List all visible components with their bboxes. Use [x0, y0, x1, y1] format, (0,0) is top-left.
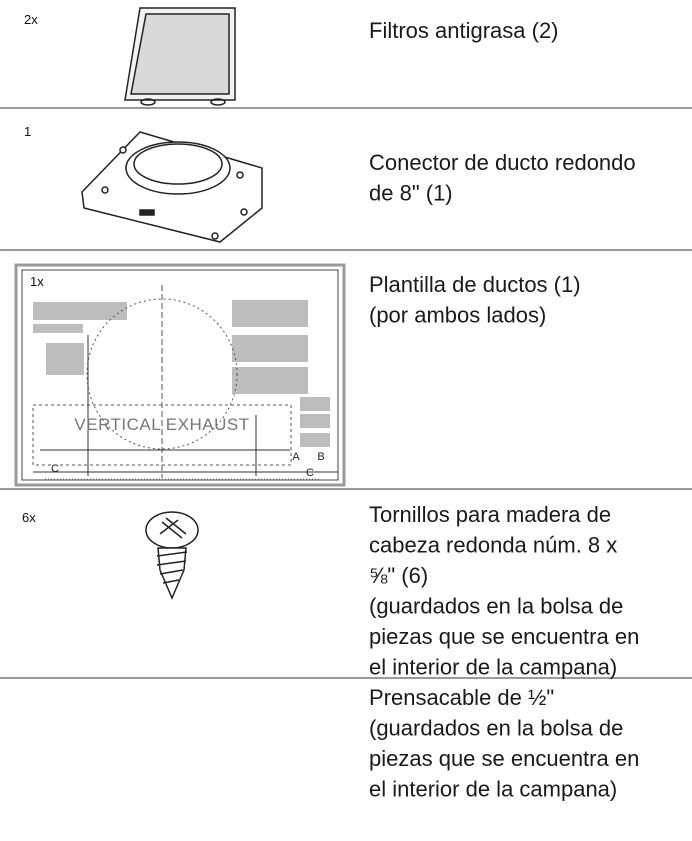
quantity: 1x: [30, 274, 44, 289]
template-illustration: [14, 263, 346, 487]
quantity: 2x: [24, 12, 38, 27]
description-line: (guardados en la bolsa de: [369, 594, 623, 619]
description-line: piezas que se encuentra en: [369, 624, 639, 649]
filter-illustration: [124, 7, 236, 106]
description-line: Prensacable de ½": [369, 685, 554, 710]
template-label: A: [292, 451, 300, 463]
duct-connector-illustration: [81, 131, 263, 243]
quantity: 6x: [22, 510, 36, 525]
description-line: cabeza redonda núm. 8 x: [369, 533, 617, 558]
quantity: 1: [24, 124, 31, 139]
description-line: de 8" (1): [369, 181, 453, 206]
template-label: B: [317, 451, 324, 463]
template-title: VERTICAL EXHAUST: [74, 415, 249, 434]
description-line: (por ambos lados): [369, 303, 546, 328]
description-line: Plantilla de ductos (1): [369, 272, 581, 297]
description-line: ⅝" (6): [369, 563, 428, 588]
description-line: (guardados en la bolsa de: [369, 716, 623, 741]
description-line: Filtros antigrasa (2): [369, 18, 559, 43]
description-line: piezas que se encuentra en: [369, 746, 639, 771]
template-label: C: [306, 467, 314, 479]
template-label: C: [51, 463, 59, 475]
description-line: el interior de la campana): [369, 655, 617, 680]
description-line: Conector de ducto redondo: [369, 150, 636, 175]
screw-illustration: [145, 511, 199, 600]
description-line: Tornillos para madera de: [369, 502, 611, 527]
description-line: el interior de la campana): [369, 777, 617, 802]
